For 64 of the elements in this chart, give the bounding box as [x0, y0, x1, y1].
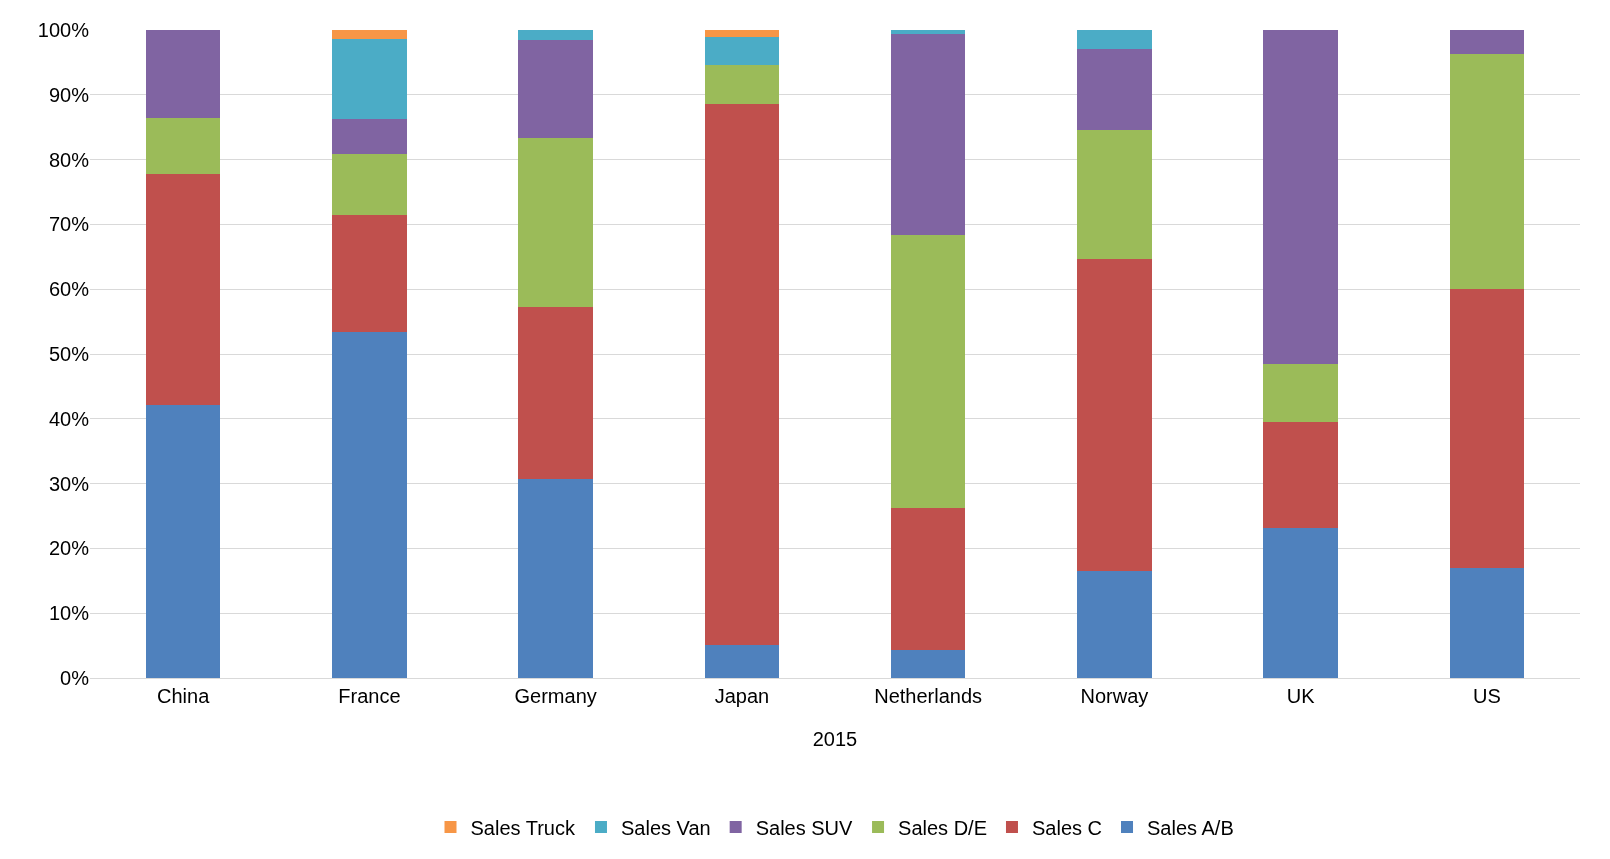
legend-label: Sales D/E — [898, 816, 987, 839]
bar — [704, 37, 780, 65]
bar — [145, 118, 221, 174]
bar — [1077, 130, 1152, 260]
y-tick-label: 40% — [48, 407, 90, 430]
bar — [332, 119, 407, 155]
bar — [332, 214, 407, 332]
bar — [145, 173, 221, 405]
bar — [704, 30, 780, 38]
y-tick-label: 20% — [48, 537, 90, 560]
bar — [145, 30, 221, 119]
y-tick-label: 60% — [48, 278, 90, 301]
bar — [518, 479, 593, 678]
legend-label: Sales A/B — [1147, 816, 1234, 839]
x-tick-label: China — [157, 685, 211, 707]
bar — [704, 64, 780, 104]
bar — [518, 40, 593, 138]
bar — [890, 508, 966, 651]
bar — [518, 137, 593, 307]
bar — [1449, 30, 1525, 54]
legend-label: Sales SUV — [755, 816, 854, 839]
bar — [890, 235, 966, 509]
bar — [704, 103, 780, 645]
bar — [1449, 53, 1525, 290]
bar — [890, 30, 966, 34]
x-tick-label: Japan — [714, 685, 770, 707]
bar — [1263, 30, 1338, 364]
x-tick-label: France — [338, 685, 401, 707]
bar — [332, 154, 407, 215]
y-tick-label: 50% — [48, 343, 90, 365]
bar — [1077, 571, 1152, 678]
bar — [518, 306, 593, 480]
x-axis-title: 2015 — [812, 727, 858, 750]
x-tick-label: US — [1472, 685, 1501, 707]
bar — [890, 33, 966, 236]
x-tick-label: Germany — [514, 685, 597, 707]
y-tick-label: 10% — [48, 602, 90, 625]
y-tick-label: 90% — [48, 83, 90, 106]
x-tick-label: Norway — [1080, 685, 1149, 707]
legend-label: Sales Van — [620, 816, 711, 839]
bar — [332, 331, 407, 678]
bar — [518, 30, 593, 41]
x-tick-label: UK — [1286, 685, 1316, 707]
y-tick-label: 0% — [60, 667, 90, 689]
bar — [1263, 527, 1338, 678]
y-tick-label: 80% — [48, 148, 90, 171]
bar — [1263, 422, 1338, 528]
bar — [1077, 259, 1152, 572]
bar — [890, 650, 966, 678]
y-tick-label: 70% — [48, 213, 90, 236]
y-tick-label: 100% — [37, 19, 90, 41]
bar — [704, 644, 780, 678]
bar — [1263, 363, 1338, 423]
bar — [332, 39, 407, 120]
bar — [1077, 30, 1152, 49]
bar — [332, 30, 407, 40]
x-tick-label: Netherlands — [874, 685, 983, 707]
bar — [145, 404, 221, 678]
bar — [1449, 289, 1525, 568]
bar — [1077, 48, 1152, 131]
legend-label: Sales C — [1031, 816, 1103, 839]
bar — [1449, 567, 1525, 678]
y-tick-label: 30% — [48, 472, 90, 495]
legend-label: Sales Truck — [470, 816, 576, 839]
